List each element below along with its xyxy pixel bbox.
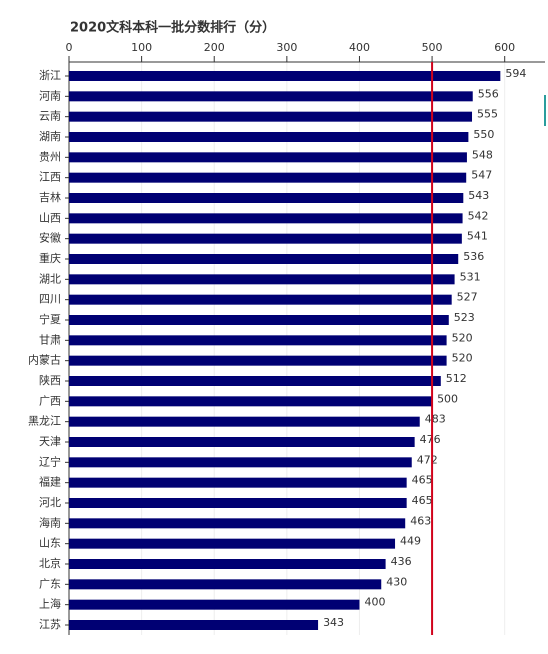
x-tick-label: 200 xyxy=(204,41,225,54)
y-tick-label: 内蒙古 xyxy=(28,353,61,367)
y-tick-label: 江苏 xyxy=(39,618,61,631)
x-tick-label: 400 xyxy=(349,41,370,54)
bar xyxy=(69,274,455,285)
bar xyxy=(69,71,501,81)
value-label: 400 xyxy=(364,596,385,609)
bar xyxy=(69,477,407,488)
y-tick-label: 甘肃 xyxy=(39,333,61,346)
value-label: 543 xyxy=(468,189,489,202)
y-tick-label: 广西 xyxy=(39,394,61,407)
value-label: 465 xyxy=(412,494,433,507)
y-tick-label: 海南 xyxy=(39,515,61,529)
value-label: 542 xyxy=(468,209,489,222)
y-tick-label: 陕西 xyxy=(39,373,61,387)
value-label: 556 xyxy=(478,87,499,100)
bar xyxy=(69,172,467,183)
bar xyxy=(69,599,360,610)
y-tick-label: 宁夏 xyxy=(39,312,61,326)
y-tick-label: 吉林 xyxy=(39,190,61,204)
bar xyxy=(69,620,319,630)
y-tick-label: 山东 xyxy=(39,537,61,550)
bar xyxy=(69,376,441,386)
bar xyxy=(69,396,433,407)
y-tick-label: 广东 xyxy=(39,577,61,590)
x-tick-label: 600 xyxy=(494,41,515,54)
y-tick-label: 四川 xyxy=(39,293,61,306)
bar xyxy=(69,498,407,508)
value-label: 555 xyxy=(477,108,498,121)
value-label: 523 xyxy=(454,311,475,324)
y-tick-label: 江西 xyxy=(39,171,61,184)
y-tick-label: 山西 xyxy=(39,211,61,224)
value-label: 472 xyxy=(417,453,438,466)
value-label: 463 xyxy=(410,514,431,527)
value-label: 436 xyxy=(391,555,412,568)
value-label: 520 xyxy=(452,331,473,344)
bar xyxy=(69,152,467,163)
y-tick-label: 黑龙江 xyxy=(28,415,61,428)
value-label: 483 xyxy=(425,413,446,426)
bar xyxy=(69,315,449,325)
value-label: 430 xyxy=(386,575,407,588)
bar xyxy=(69,294,452,305)
bar xyxy=(69,193,464,203)
bar xyxy=(69,111,473,122)
value-label: 512 xyxy=(446,372,467,385)
bar xyxy=(69,132,469,142)
value-label: 520 xyxy=(452,352,473,365)
y-tick-label: 天津 xyxy=(39,435,61,448)
x-tick-label: 500 xyxy=(422,41,443,54)
value-label: 527 xyxy=(457,291,478,304)
bar xyxy=(69,335,447,346)
chart-title: 2020文科本科一批分数排行（分） xyxy=(70,20,275,36)
x-tick-label: 100 xyxy=(131,41,152,54)
bar xyxy=(69,518,406,529)
bar xyxy=(69,416,420,427)
value-label: 449 xyxy=(400,535,421,548)
x-tick-label: 300 xyxy=(276,41,297,54)
y-tick-label: 云南 xyxy=(39,110,61,123)
value-label: 541 xyxy=(467,230,488,243)
value-label: 550 xyxy=(473,128,494,141)
y-tick-label: 浙江 xyxy=(39,69,61,82)
y-tick-label: 上海 xyxy=(39,597,61,611)
value-label: 547 xyxy=(471,169,492,182)
y-tick-label: 北京 xyxy=(39,556,61,570)
y-tick-label: 湖北 xyxy=(39,272,61,285)
y-tick-label: 湖南 xyxy=(39,130,61,143)
value-label: 594 xyxy=(505,67,526,80)
value-label: 548 xyxy=(472,148,493,161)
bar xyxy=(69,233,462,244)
y-tick-label: 河南 xyxy=(39,89,61,102)
value-label: 476 xyxy=(420,433,441,446)
value-label: 343 xyxy=(323,616,344,629)
bar xyxy=(69,579,382,590)
x-tick-label: 0 xyxy=(66,41,73,54)
bar xyxy=(69,457,412,468)
value-label: 536 xyxy=(463,250,484,263)
value-label: 531 xyxy=(460,270,481,283)
bar xyxy=(69,355,447,366)
bar xyxy=(69,91,473,102)
bar xyxy=(69,538,396,549)
y-tick-label: 福建 xyxy=(39,475,61,489)
y-tick-label: 安徽 xyxy=(39,231,61,245)
value-label: 500 xyxy=(437,392,458,405)
bar xyxy=(69,213,463,224)
bar xyxy=(69,254,459,264)
bar xyxy=(69,559,386,569)
y-tick-label: 重庆 xyxy=(39,251,61,265)
y-tick-label: 辽宁 xyxy=(39,454,61,468)
y-tick-label: 贵州 xyxy=(39,150,61,163)
y-tick-label: 河北 xyxy=(39,496,61,509)
bar xyxy=(69,437,415,447)
value-label: 465 xyxy=(412,474,433,487)
